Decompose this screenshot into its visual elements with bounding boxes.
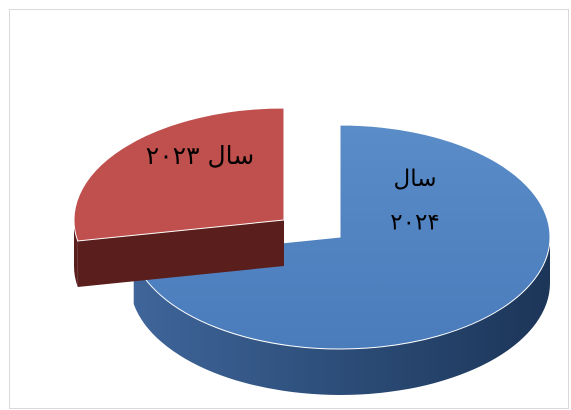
slice-2023-cut-face xyxy=(77,220,284,287)
slices-layer xyxy=(73,107,551,395)
slice-2023-side xyxy=(74,220,78,287)
slice-label-2024: سال ۲۰۲۴ xyxy=(390,166,439,236)
slice-2023 xyxy=(73,107,285,242)
labels-layer: سال ۲۰۲۴ سال ۲۰۲۳ xyxy=(146,141,440,236)
slice-label-2023: سال ۲۰۲۳ xyxy=(146,141,254,170)
slice-2024-side xyxy=(133,237,551,395)
slice-2024 xyxy=(133,124,551,350)
